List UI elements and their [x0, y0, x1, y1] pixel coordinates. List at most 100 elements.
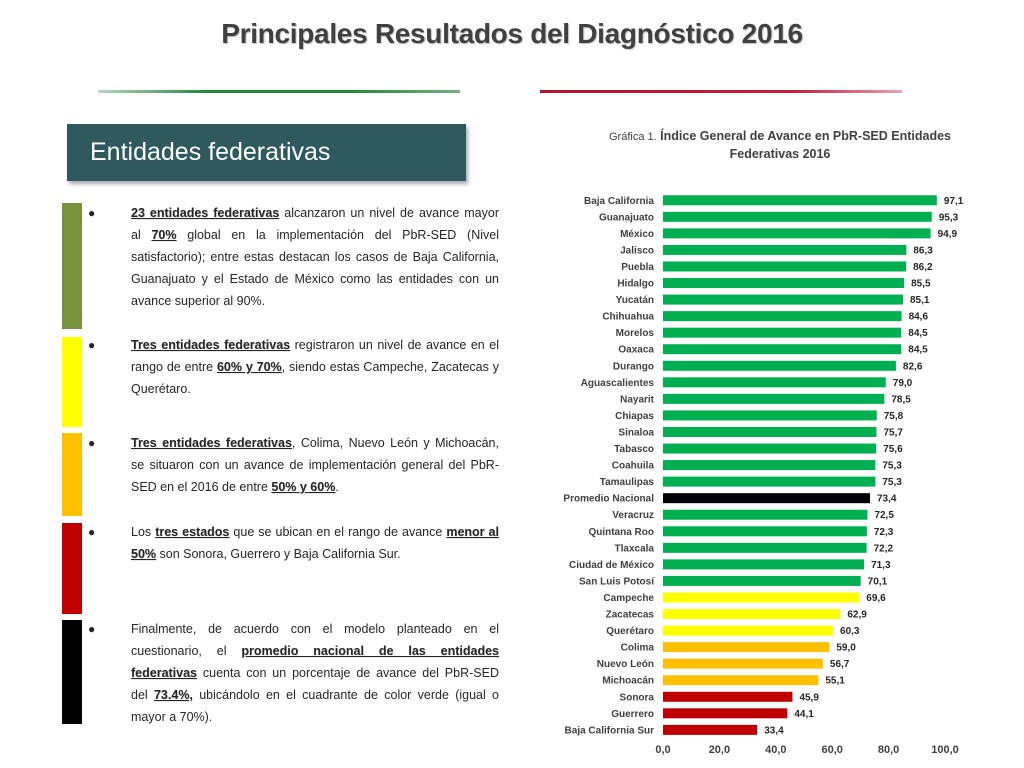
value-label: 97,1: [944, 196, 964, 207]
bullet-text-segment: registraron un nivel de avance en el ran…: [131, 338, 499, 374]
bullet-text-segment: global en la implementación del PbR-SED …: [131, 228, 500, 308]
bullet-text-segment: , Colima, Nuevo León y Michoacán, se sit…: [131, 436, 499, 494]
value-label: 60,3: [840, 626, 860, 637]
bar: [663, 526, 867, 537]
category-label: Morelos: [616, 328, 655, 339]
bullet-text-segment: Tres entidades federativas: [131, 338, 291, 352]
category-label: Chihuahua: [602, 312, 654, 323]
stripe-green: [62, 203, 82, 329]
value-label: 84,5: [908, 328, 928, 339]
bullet-text-segment: Finalmente, de acuerdo con el modelo pla…: [131, 622, 499, 658]
bullet-text-segment: 50% y 60%: [271, 480, 336, 494]
category-label: Colima: [621, 643, 655, 654]
bullet-item: ● Los tres estados que se ubican en el ra…: [88, 521, 499, 565]
category-label: Coahuila: [612, 461, 655, 472]
bar-chart: Baja California 97,1 Guanajuato 95,3 México 9…: [563, 195, 964, 756]
category-label: Baja California Sur: [565, 725, 655, 736]
value-label: 72,5: [874, 510, 894, 521]
bullet-item: ● Finalmente, de acuerdo con el modelo pl…: [88, 618, 499, 728]
x-tick-label: 60,0: [821, 744, 842, 756]
bar: [663, 278, 905, 289]
value-label: 56,7: [830, 659, 850, 670]
bullet-text-segment: cuenta con un porcentaje de avance del P…: [131, 666, 499, 702]
category-label: Yucatán: [616, 295, 654, 306]
x-tick-label: 40,0: [765, 744, 786, 756]
bar: [663, 559, 865, 570]
bar: [663, 211, 932, 222]
value-label: 72,2: [874, 543, 894, 554]
category-label: Sinaloa: [618, 427, 654, 438]
bullet-item: ● Tres entidades federativas, Colima, Nue…: [88, 432, 499, 498]
bar: [663, 327, 902, 338]
category-label: Oaxaca: [618, 345, 654, 356]
bar: [663, 377, 886, 388]
bar: [663, 691, 793, 702]
bar: [663, 228, 931, 239]
bar: [663, 658, 823, 669]
bullet-dot-icon: ●: [88, 525, 96, 539]
value-label: 70,1: [868, 576, 888, 587]
bar: [663, 410, 877, 421]
bullet-text: Tres entidades federativas, Colima, Nuev…: [131, 432, 499, 498]
bullet-text-segment: .: [335, 480, 339, 494]
category-label: Baja California: [584, 196, 654, 207]
category-label: Aguascalientes: [581, 378, 655, 389]
bullet-text-segment: 60% y 70%: [216, 360, 282, 374]
category-label: Nayarit: [620, 394, 655, 405]
value-label: 86,2: [913, 262, 933, 273]
value-label: 72,3: [874, 527, 894, 538]
section-label: Entidades federativas: [90, 138, 331, 166]
category-label: Durango: [613, 361, 654, 372]
value-label: 94,9: [938, 229, 958, 240]
value-label: 75,7: [883, 427, 903, 438]
category-label: Guerrero: [611, 709, 654, 720]
bar: [663, 675, 819, 686]
bullet-dot-icon: ●: [88, 206, 96, 220]
category-label: Guanajuato: [599, 212, 654, 223]
bullet-dot-icon: ●: [88, 436, 96, 450]
bar: [663, 625, 834, 636]
section-header-box: Entidades federativas: [67, 124, 466, 181]
value-label: 95,3: [939, 212, 959, 223]
category-label: Promedio Nacional: [563, 494, 654, 505]
value-label: 73,4: [877, 494, 897, 505]
stripe-black: [62, 620, 82, 724]
bar: [663, 393, 885, 404]
title-divider-green: [98, 90, 460, 93]
value-label: 45,9: [799, 692, 819, 703]
stripe-red: [62, 523, 82, 614]
category-label: Sonora: [620, 692, 655, 703]
bar: [663, 592, 860, 603]
bar: [663, 344, 902, 355]
value-label: 75,3: [882, 477, 902, 488]
category-label: Puebla: [621, 262, 654, 273]
bar: [663, 195, 937, 206]
category-label: Campeche: [603, 593, 654, 604]
bullet-text-segment: Los: [131, 525, 156, 539]
bullet-text-segment: , siendo estas Campeche, Zacatecas y Que…: [131, 360, 499, 396]
bar: [663, 244, 907, 255]
bar: [663, 542, 867, 553]
x-tick-label: 100,0: [931, 744, 959, 756]
category-label: Querétaro: [606, 626, 654, 637]
category-label: Ciudad de México: [569, 560, 654, 571]
category-label: Tabasco: [614, 444, 654, 455]
value-label: 84,5: [908, 345, 928, 356]
value-label: 62,9: [847, 610, 867, 621]
title-divider-red: [540, 90, 902, 93]
bullet-dot-icon: ●: [88, 622, 96, 636]
value-label: 75,3: [882, 461, 902, 472]
bullet-text-segment: alcanzaron un nivel de avance mayor al: [131, 206, 499, 242]
bullet-text-segment: ubicándolo en el cuadrante de color verd…: [131, 688, 500, 724]
bar: [663, 708, 788, 719]
x-tick-label: 0,0: [655, 744, 670, 756]
value-label: 75,6: [883, 444, 903, 455]
bullet-item: ● 23 entidades federativas alcanzaron un …: [88, 202, 499, 312]
category-label: Tlaxcala: [615, 543, 655, 554]
category-label: San Luis Potosí: [579, 576, 655, 587]
stripe-yellow: [62, 337, 82, 427]
bullet-text-segment: Tres entidades federativas: [131, 436, 292, 450]
category-label: Quintana Roo: [588, 527, 654, 538]
category-label: Chiapas: [615, 411, 654, 422]
x-tick-label: 20,0: [709, 744, 730, 756]
